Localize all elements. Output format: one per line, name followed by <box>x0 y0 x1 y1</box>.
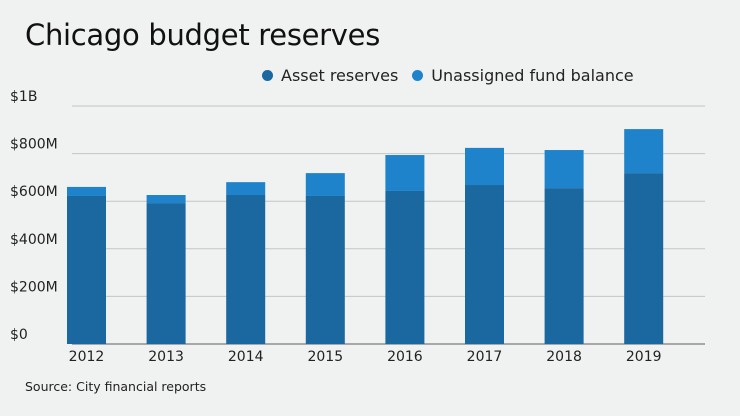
bar-group-2017 <box>465 147 504 344</box>
x-tick-label: 2017 <box>467 349 503 365</box>
bar-asset-reserves-2016 <box>385 190 425 344</box>
bar-group-2018 <box>544 150 584 344</box>
bar-group-2014 <box>226 182 266 344</box>
bars <box>67 129 664 344</box>
bar-asset-reserves-2018 <box>544 188 584 344</box>
bar-asset-reserves-2015 <box>305 195 345 344</box>
y-tick-label: $600M <box>10 184 58 200</box>
x-axis-labels: 2012 2013 2014 2015 2016 2017 2018 2019 <box>69 349 662 365</box>
x-tick-label: 2016 <box>387 349 423 365</box>
bar-group-2019 <box>624 129 664 344</box>
legend-label-asset-reserves: Asset reserves <box>281 66 399 85</box>
bar-unassigned-fund-balance-2019 <box>624 129 664 174</box>
legend-marker-asset-reserves <box>262 70 273 81</box>
legend-item-unassigned-fund-balance: Unassigned fund balance <box>412 66 634 85</box>
x-tick-label: 2014 <box>228 349 264 365</box>
bar-group-2016 <box>385 155 425 344</box>
bar-asset-reserves-2013 <box>146 203 186 344</box>
bar-unassigned-fund-balance-2017 <box>465 147 504 186</box>
legend-item-asset-reserves: Asset reserves <box>262 66 398 85</box>
chart-title: Chicago budget reserves <box>25 18 381 52</box>
legend-label-unassigned-fund-balance: Unassigned fund balance <box>431 66 634 85</box>
bar-group-2013 <box>146 195 186 344</box>
y-tick-label: $400M <box>10 232 58 248</box>
bar-unassigned-fund-balance-2016 <box>385 155 425 191</box>
y-tick-label: $1B <box>10 89 37 105</box>
x-tick-label: 2015 <box>307 349 343 365</box>
bar-asset-reserves-2012 <box>67 195 106 344</box>
bar-asset-reserves-2019 <box>624 173 664 344</box>
bar-asset-reserves-2014 <box>226 195 266 344</box>
x-tick-label: 2013 <box>148 349 184 365</box>
y-tick-label: $0 <box>10 327 28 343</box>
y-axis-labels: $0 $200M $400M $600M $800M $1B <box>10 89 58 343</box>
x-tick-label: 2019 <box>626 349 662 365</box>
legend: Asset reserves Unassigned fund balance <box>262 66 648 85</box>
bar-unassigned-fund-balance-2014 <box>226 182 266 196</box>
source-note: Source: City financial reports <box>25 379 207 394</box>
y-tick-label: $800M <box>10 137 58 153</box>
bar-unassigned-fund-balance-2015 <box>305 173 345 196</box>
x-tick-label: 2018 <box>546 349 582 365</box>
bar-unassigned-fund-balance-2013 <box>146 195 186 204</box>
y-tick-label: $200M <box>10 279 58 295</box>
bar-group-2012 <box>67 186 106 344</box>
legend-marker-unassigned-fund-balance <box>412 70 424 81</box>
x-tick-label: 2012 <box>69 349 105 365</box>
bar-unassigned-fund-balance-2018 <box>544 150 584 189</box>
bar-unassigned-fund-balance-2012 <box>67 186 106 196</box>
bar-group-2015 <box>305 173 345 344</box>
bar-asset-reserves-2017 <box>465 185 504 344</box>
